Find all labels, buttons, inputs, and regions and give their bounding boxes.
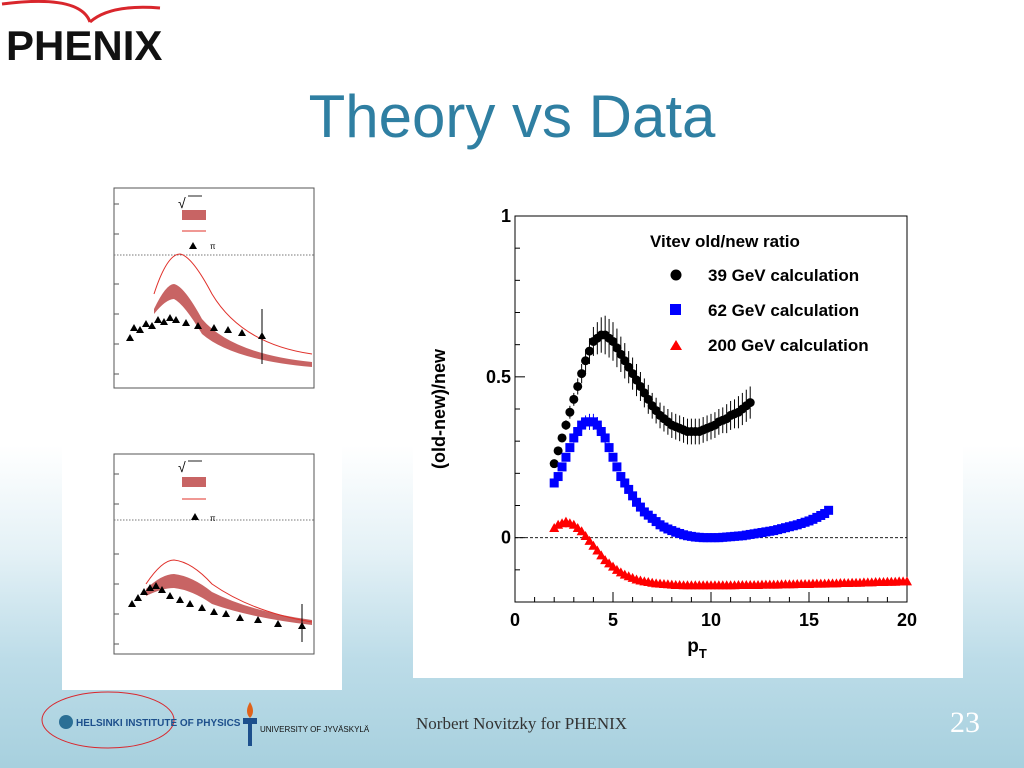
data-point <box>569 394 579 404</box>
inset-plot-upper: √ π <box>113 187 315 389</box>
series-0 <box>549 315 755 469</box>
legend-marker-39gev <box>670 269 682 281</box>
jyvaskyla-university-logo: UNIVERSITY OF JYVÄSKYLÄ <box>243 702 370 746</box>
helsinki-institute-logo: HELSINKI INSTITUTE OF PHYSICS <box>41 691 241 749</box>
data-point <box>573 381 583 391</box>
data-point <box>553 446 563 456</box>
data-point <box>635 502 645 512</box>
y-tick-label: 0.5 <box>486 367 511 387</box>
data-point <box>824 505 834 515</box>
data-point <box>616 349 626 359</box>
data-point <box>557 433 567 443</box>
series-2 <box>549 516 912 590</box>
data-point <box>577 369 587 379</box>
data-point <box>573 427 583 437</box>
data-point <box>639 388 649 398</box>
data-point <box>576 526 587 536</box>
chart-legend: Vitev old/new ratio 39 GeV calculation 6… <box>650 232 869 355</box>
data-point <box>745 398 755 408</box>
data-point <box>581 356 591 366</box>
legend-label-39gev: 39 GeV calculation <box>708 266 859 285</box>
data-point <box>600 433 610 443</box>
ratio-chart-panel: 0 5 10 15 20 0 0.5 1 (old-new)/new pT Vitev old… <box>413 164 963 678</box>
legend-label-62gev: 62 GeV calculation <box>708 301 859 320</box>
inset-plot-lower: √ π <box>113 453 315 655</box>
data-point <box>592 545 603 555</box>
ratio-chart: 0 5 10 15 20 0 0.5 1 (old-new)/new pT Vitev old… <box>429 206 917 661</box>
data-point <box>624 362 634 372</box>
x-tick-label: 10 <box>701 610 721 630</box>
data-point <box>616 472 626 482</box>
x-axis-label: pT <box>687 636 707 661</box>
data-point <box>612 343 622 353</box>
data-point <box>643 394 653 404</box>
data-point <box>580 531 591 541</box>
data-point <box>557 462 567 472</box>
data-point <box>584 346 594 356</box>
jyu-label: UNIVERSITY OF JYVÄSKYLÄ <box>260 725 370 734</box>
data-point <box>624 484 634 494</box>
hip-globe-icon <box>59 715 73 729</box>
slide-title: Theory vs Data <box>308 83 716 150</box>
phenix-logo-text: PHENIX <box>6 22 163 69</box>
torch-flame-icon <box>247 702 253 718</box>
y-tick-label: 0 <box>501 528 511 548</box>
footer-logos: HELSINKI INSTITUTE OF PHYSICS UNIVERSITY… <box>38 690 378 760</box>
data-point <box>632 497 642 507</box>
data-point <box>592 420 602 430</box>
data-point <box>902 576 912 586</box>
data-point <box>604 443 614 453</box>
hip-label: HELSINKI INSTITUTE OF PHYSICS <box>76 718 241 729</box>
data-point <box>561 420 571 430</box>
data-point <box>620 356 630 366</box>
data-point <box>584 535 595 545</box>
legend-label-200gev: 200 GeV calculation <box>708 336 869 355</box>
inset-lower-sqrt: √ <box>178 459 186 475</box>
author-credit: Norbert Novitzky for PHENIX <box>416 714 628 733</box>
phenix-logo: PHENIX <box>0 0 230 80</box>
data-point <box>569 433 579 443</box>
inset-lower-pi: π <box>210 514 216 523</box>
x-tick-label: 5 <box>608 610 618 630</box>
data-point <box>553 472 563 482</box>
inset-upper-pi: π <box>210 242 216 251</box>
data-point <box>628 369 638 379</box>
inset-upper-sqrt: √ <box>178 195 186 211</box>
data-point <box>635 381 645 391</box>
x-tick-label: 15 <box>799 610 819 630</box>
data-point <box>612 462 622 472</box>
x-tick-label: 20 <box>897 610 917 630</box>
data-point <box>608 336 618 346</box>
legend-title: Vitev old/new ratio <box>650 232 800 251</box>
x-axis-label-subscript: T <box>699 646 707 661</box>
data-point <box>549 459 559 469</box>
data-point <box>620 478 630 488</box>
x-tick-label: 0 <box>510 610 520 630</box>
data-point <box>565 407 575 417</box>
data-point <box>565 443 575 453</box>
data-point <box>549 478 559 488</box>
y-axis-label: (old-new)/new <box>429 348 449 469</box>
data-point <box>596 550 607 560</box>
inset-plots-panel: √ π <box>62 164 342 690</box>
x-axis-label-main: p <box>687 636 699 657</box>
legend-marker-62gev <box>670 304 681 315</box>
data-point <box>628 491 638 501</box>
data-point <box>596 427 606 437</box>
data-point <box>561 452 571 462</box>
data-point <box>632 375 642 385</box>
data-point <box>608 452 618 462</box>
y-tick-label: 1 <box>501 206 511 226</box>
legend-marker-200gev <box>670 340 682 350</box>
series-1 <box>549 413 834 543</box>
phenix-logo-arc <box>1 0 161 24</box>
data-point <box>588 540 599 550</box>
slide-number: 23 <box>950 706 980 739</box>
